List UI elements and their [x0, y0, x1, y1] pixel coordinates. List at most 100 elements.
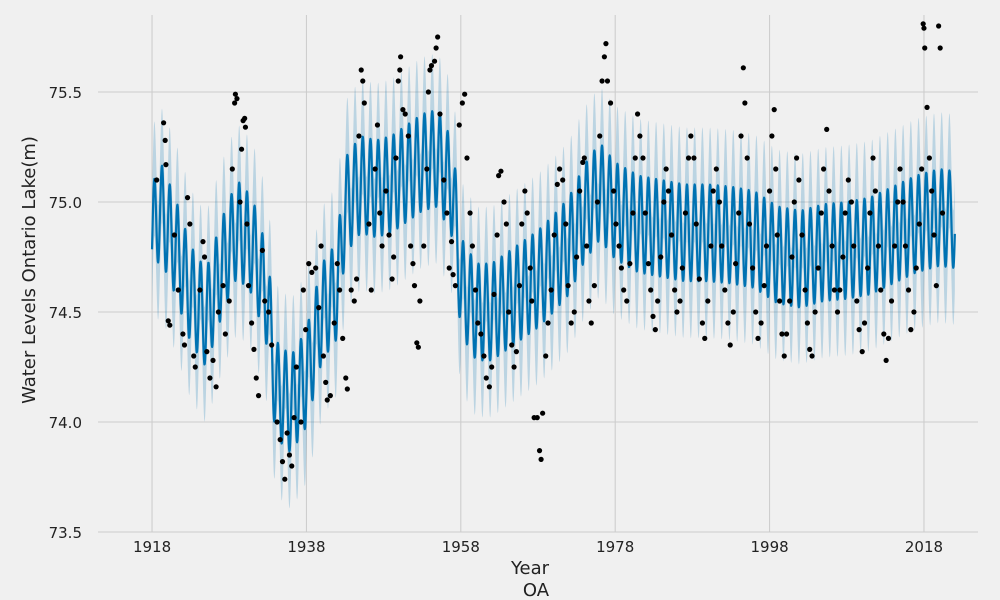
x-axis-title: Year [510, 558, 550, 579]
observed-point [459, 100, 465, 106]
observed-point [922, 45, 928, 51]
observed-point [414, 340, 420, 346]
observed-point [245, 283, 252, 289]
observed-point [672, 287, 678, 293]
observed-point [431, 58, 438, 64]
observed-point [393, 155, 399, 161]
observed-point [851, 243, 857, 249]
observed-point [685, 155, 692, 161]
observed-point [450, 272, 456, 278]
observed-point [815, 265, 821, 271]
observed-point [668, 232, 675, 238]
observed-point [577, 188, 583, 194]
observed-point [171, 232, 178, 238]
x-tick-label: 1958 [442, 538, 480, 556]
observed-point [269, 342, 275, 348]
observed-point [753, 309, 759, 315]
x-tick-label: 1918 [133, 538, 171, 556]
observed-point [554, 181, 560, 187]
observed-point [351, 298, 357, 304]
observed-point [603, 41, 609, 47]
observed-point [207, 375, 213, 381]
observed-point [892, 243, 898, 249]
y-tick-label: 75.5 [49, 84, 82, 102]
observed-point [840, 254, 846, 260]
observed-point [750, 265, 756, 271]
observed-point [360, 78, 366, 84]
observed-point [162, 137, 168, 143]
observed-point [837, 287, 843, 293]
observed-point [529, 298, 535, 304]
observed-point [931, 232, 937, 238]
observed-point [661, 199, 667, 205]
observed-point [391, 254, 397, 260]
observed-point [410, 261, 416, 267]
observed-point [354, 276, 360, 282]
observed-point [796, 177, 802, 183]
observed-point [831, 287, 838, 293]
y-tick-label: 75.0 [49, 194, 82, 212]
observed-point [475, 320, 481, 326]
observed-point [527, 265, 533, 271]
observed-point [634, 111, 641, 117]
observed-point [234, 96, 240, 102]
observed-point [356, 133, 362, 139]
observed-point [291, 415, 297, 421]
observed-point [511, 364, 517, 370]
observed-point [663, 166, 669, 172]
observed-point [926, 155, 932, 161]
observed-point [519, 221, 525, 227]
observed-point [736, 210, 742, 216]
observed-point [674, 309, 680, 315]
observed-point [740, 65, 746, 71]
x-tick-label: 1998 [750, 538, 788, 556]
observed-point [802, 287, 808, 293]
observed-point [306, 261, 312, 267]
observed-point [446, 265, 452, 271]
observed-point [204, 349, 210, 355]
observed-point [259, 247, 266, 253]
observed-point [789, 254, 795, 260]
observed-point [417, 298, 423, 304]
observed-point [501, 199, 507, 205]
observed-point [197, 287, 203, 293]
observed-point [175, 287, 181, 293]
observed-point [936, 23, 942, 29]
observed-point [771, 107, 777, 113]
observed-point [213, 384, 219, 390]
observed-point [821, 166, 827, 172]
x-tick-label: 1938 [287, 538, 325, 556]
observed-point [167, 322, 173, 328]
observed-point [229, 166, 235, 172]
observed-point [652, 327, 658, 333]
forecast-line [150, 110, 956, 453]
observed-point [872, 188, 878, 194]
observed-point [818, 210, 824, 216]
observed-point [411, 283, 418, 289]
observed-point [895, 199, 901, 205]
observed-point [534, 415, 540, 421]
observed-point [316, 305, 322, 311]
observed-point [238, 146, 245, 152]
observed-point [560, 177, 566, 183]
forecast-line-layer [150, 110, 956, 453]
observed-point [769, 133, 775, 139]
observed-point [337, 287, 343, 293]
observed-point [452, 283, 458, 289]
observed-point [372, 166, 378, 172]
observed-point [826, 188, 832, 194]
observed-point [763, 243, 770, 249]
observed-point [773, 166, 779, 172]
observed-point [688, 133, 694, 139]
observed-point [787, 298, 793, 304]
observed-point [389, 276, 395, 282]
observed-point [483, 375, 489, 381]
observed-point [444, 210, 450, 216]
observed-point [580, 159, 586, 165]
observed-point [320, 353, 326, 359]
observed-point [496, 173, 502, 179]
observed-point [783, 331, 790, 337]
observed-point [386, 232, 392, 238]
observed-point [725, 320, 731, 326]
